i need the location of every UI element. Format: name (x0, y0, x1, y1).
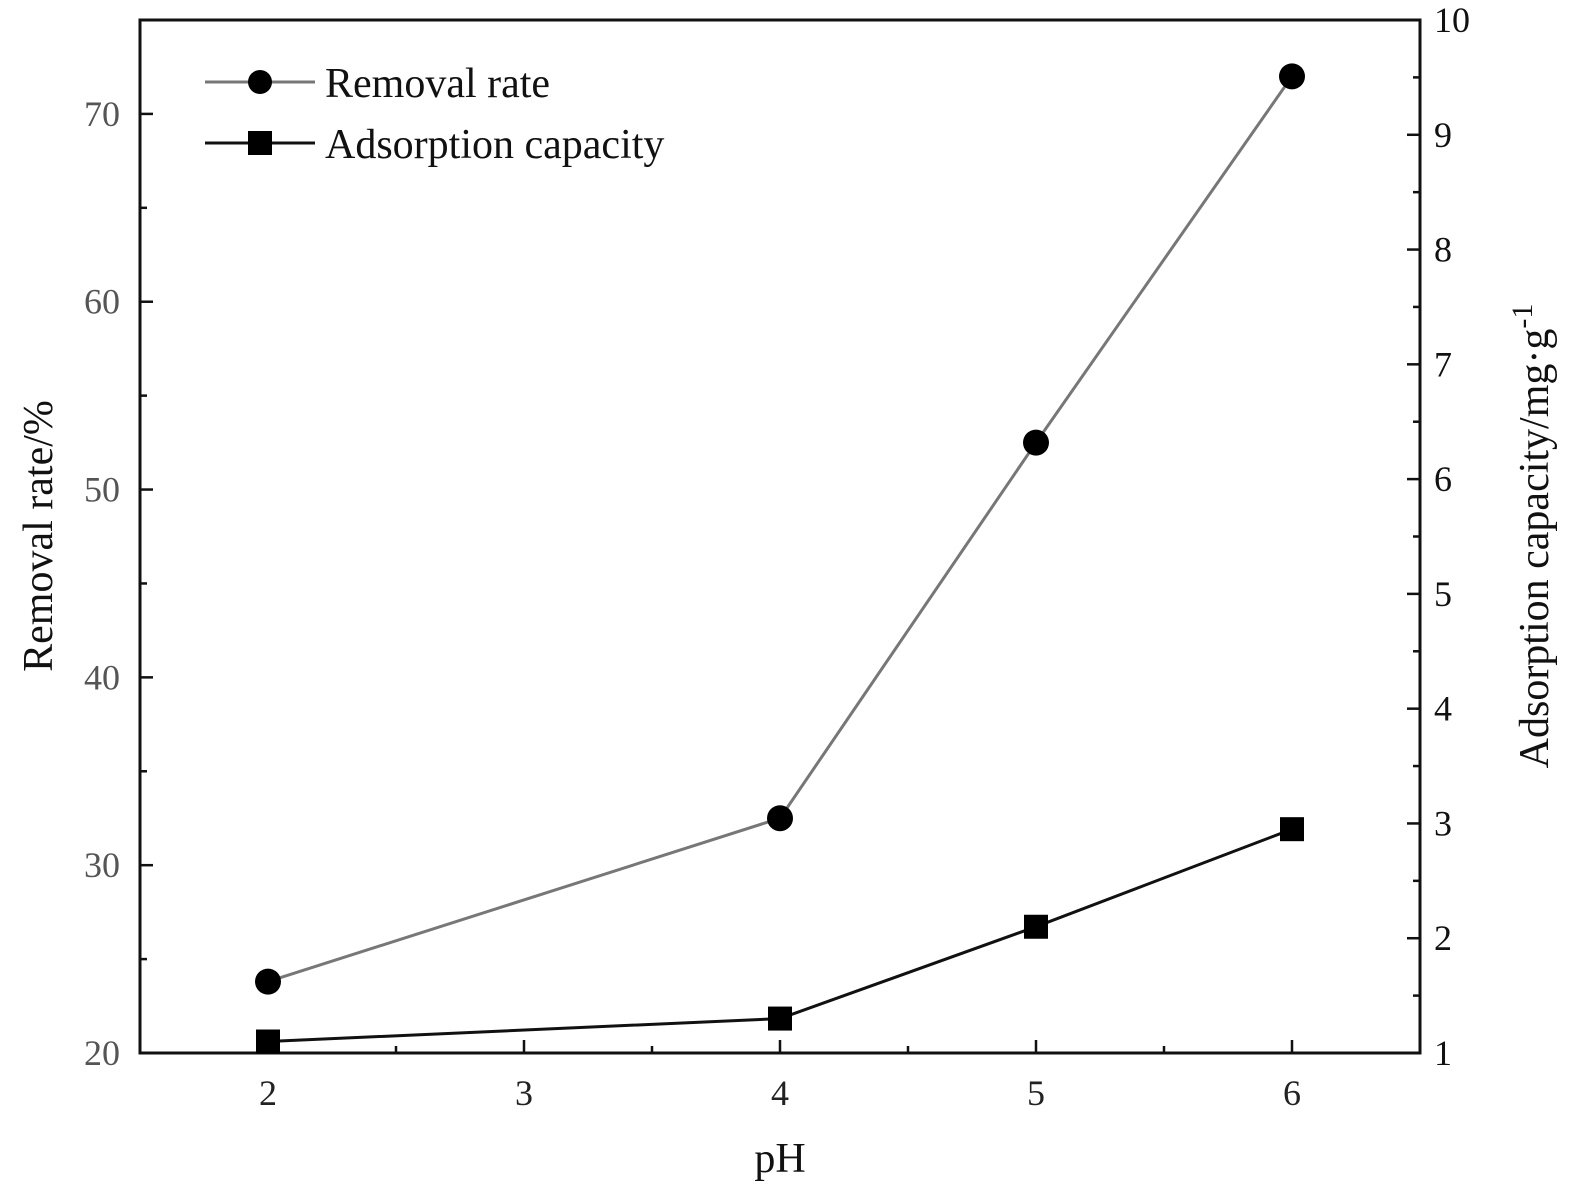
y-left-tick-label: 20 (84, 1033, 120, 1073)
x-tick-label: 2 (259, 1073, 277, 1113)
series-lines (267, 75, 1294, 1043)
legend-label-adsorption-capacity: Adsorption capacity (325, 122, 664, 168)
y-right-tick-label: 2 (1434, 918, 1452, 958)
tick-labels: 2 3 4 5 6 20 30 40 50 60 70 1 2 3 4 5 6 7 8 9 10 (84, 0, 1470, 1113)
y-axis-right-title-main: Adsorption capacity/mg·g (1512, 329, 1558, 769)
x-tick-label: 5 (1027, 1073, 1045, 1113)
legend-marker-circle (248, 70, 272, 94)
y-right-tick-label: 7 (1434, 344, 1452, 384)
x-tick-label: 3 (515, 1073, 533, 1113)
data-point-adsorption-capacity (768, 1006, 792, 1031)
y-right-tick-label: 9 (1434, 115, 1452, 155)
series-markers (255, 63, 1305, 1054)
y-left-tick-label: 40 (84, 657, 120, 697)
x-axis-title: pH (754, 1136, 805, 1182)
y-left-tick-label: 60 (84, 282, 120, 322)
data-point-removal-rate (255, 968, 281, 995)
data-point-removal-rate (1023, 429, 1049, 456)
data-point-adsorption-capacity (1280, 817, 1304, 842)
y-right-tick-label: 3 (1434, 803, 1452, 843)
plot-frame (138, 18, 1422, 1055)
y-axis-right-title: Adsorption capacity/mg·g-1 (1506, 304, 1558, 769)
x-tick-label: 6 (1283, 1073, 1301, 1113)
y-right-tick-label: 10 (1434, 0, 1470, 40)
series-line-removal-rate (267, 75, 1294, 984)
series-line-adsorption-capacity (267, 827, 1293, 1043)
y-left-tick-label: 30 (84, 845, 120, 885)
legend-marker-square (248, 131, 272, 155)
y-right-tick-label: 1 (1434, 1033, 1452, 1073)
data-point-removal-rate (767, 805, 793, 832)
y-axis-right-title-sup: -1 (1506, 304, 1539, 329)
legend: Removal rate Adsorption capacity (205, 61, 664, 168)
x-tick-label: 4 (771, 1073, 789, 1113)
data-point-adsorption-capacity (1024, 914, 1048, 939)
y-right-tick-label: 4 (1434, 689, 1452, 729)
data-point-removal-rate (1279, 63, 1305, 90)
ticks (138, 18, 1422, 1055)
y-right-tick-label: 6 (1434, 459, 1452, 499)
y-left-tick-label: 50 (84, 470, 120, 510)
y-right-tick-label: 5 (1434, 574, 1452, 614)
data-point-adsorption-capacity (256, 1029, 280, 1054)
y-axis-left-title: Removal rate/% (16, 400, 62, 672)
y-left-tick-label: 70 (84, 94, 120, 134)
y-right-tick-label: 8 (1434, 230, 1452, 270)
legend-label-removal-rate: Removal rate (325, 61, 550, 107)
